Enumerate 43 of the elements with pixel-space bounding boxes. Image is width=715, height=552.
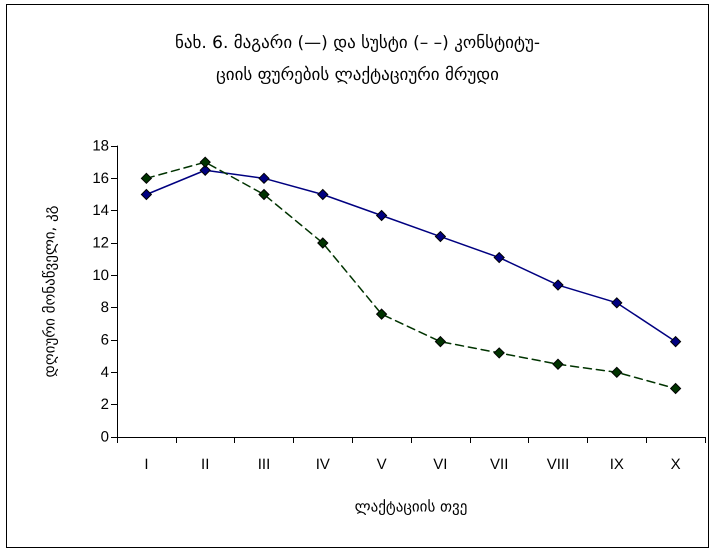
y-tick-label: 12	[92, 234, 109, 252]
x-tick-label: IX	[610, 456, 624, 473]
point	[376, 308, 388, 320]
y-tick-label: 14	[92, 202, 109, 220]
point	[494, 252, 505, 264]
x-axis-title: ლაქტაციის თვე	[354, 498, 468, 516]
point	[494, 347, 505, 358]
x-tick-label: X	[670, 456, 681, 473]
x-tick-label: VI	[433, 456, 448, 473]
point	[611, 297, 622, 308]
point	[200, 156, 211, 168]
point	[376, 210, 388, 222]
x-tick-label: III	[258, 456, 270, 473]
y-tick-label: 16	[92, 170, 109, 187]
point	[670, 336, 682, 348]
point	[317, 189, 328, 200]
point	[434, 231, 446, 242]
y-tick-label: 10	[92, 266, 109, 284]
x-tick-label: IV	[316, 456, 330, 473]
y-tick-label: 6	[100, 332, 109, 348]
point	[434, 336, 446, 348]
point	[140, 172, 152, 184]
point	[258, 172, 270, 184]
chart-title: ნახ. 6. მაგარი (—) და სუსტი (– –) კონსტიტუ- ციის ფურების ლაქტაციური მრუდი	[174, 33, 540, 85]
y-tick-label: 8	[100, 299, 109, 316]
point	[200, 164, 211, 176]
y-tick-label: 4	[100, 364, 109, 381]
x-tick-label: VII	[490, 456, 508, 473]
point	[258, 189, 270, 200]
y-tick-label: 0	[100, 428, 109, 446]
point	[317, 238, 328, 248]
point	[670, 383, 682, 394]
x-tick-label: VIII	[546, 456, 570, 473]
y-tick-label: 18	[92, 138, 109, 154]
x-tick-label: I	[144, 456, 148, 473]
point	[552, 358, 564, 370]
y-axis-title: დღიური მონაწველი, კგ	[40, 205, 58, 378]
point	[611, 366, 622, 378]
y-tick-label: 2	[100, 396, 109, 414]
point	[552, 280, 564, 291]
point	[140, 189, 152, 200]
x-tick-label: V	[376, 456, 387, 473]
x-tick-label: II	[201, 456, 210, 473]
